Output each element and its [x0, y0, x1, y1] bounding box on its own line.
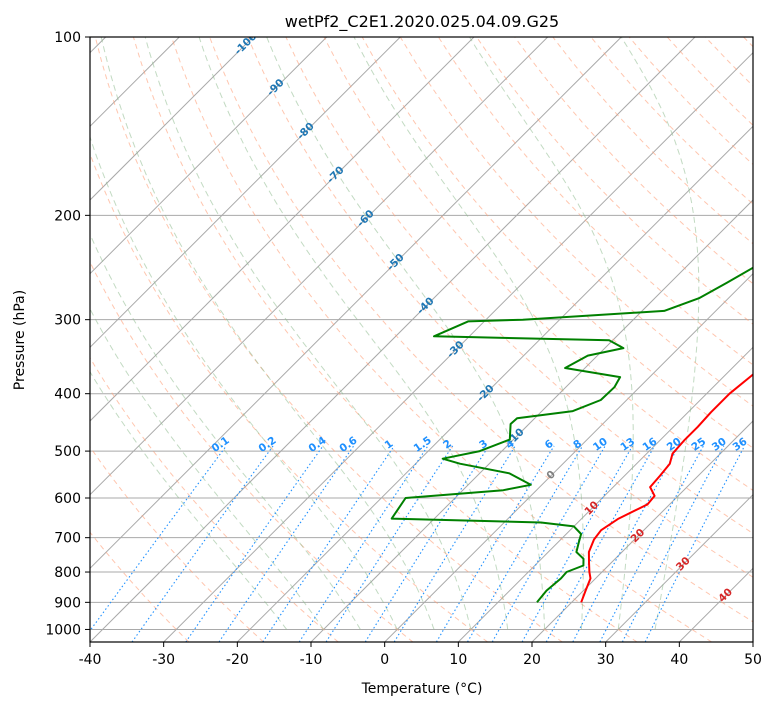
mixing-ratio-line [131, 445, 274, 642]
dry-adiabat [514, 37, 753, 285]
x-tick-label: 30 [597, 652, 615, 668]
dewpoint-profile [390, 266, 753, 603]
y-tick-label: 800 [54, 565, 81, 581]
moist-adiabat [469, 37, 634, 630]
isotherm-line [163, 51, 753, 642]
mixing-ratio-line [644, 445, 746, 642]
chart-title: wetPf2_C2E1.2020.025.04.09.G25 [285, 12, 559, 32]
mixing-ratio-line [262, 445, 395, 642]
y-tick-label: 500 [54, 444, 81, 460]
isotherm-line [90, 37, 696, 642]
y-tick-label: 400 [54, 387, 81, 403]
y-tick-label: 100 [54, 30, 81, 46]
temperature-profile [580, 373, 753, 603]
dry-adiabat [90, 531, 190, 642]
dry-adiabat [247, 37, 753, 578]
x-tick-label: 50 [744, 652, 762, 668]
x-tick-label: -10 [300, 652, 323, 668]
moist-adiabat [90, 308, 324, 630]
mixing-ratio-line [364, 445, 490, 642]
isotherm-line [90, 37, 328, 275]
isotherm-line [90, 37, 549, 496]
y-tick-label: 600 [54, 491, 81, 507]
moist-adiabat [90, 370, 288, 630]
dry-adiabat [90, 446, 264, 642]
isotherm-line [384, 272, 753, 642]
isotherm-line [531, 420, 753, 642]
moist-adiabat [144, 37, 472, 630]
moist-adiabat [90, 232, 361, 630]
isotherm-line [457, 346, 753, 642]
y-tick-label: 300 [54, 313, 81, 329]
x-axis-label: Temperature (°C) [361, 681, 483, 697]
dry-adiabat [132, 37, 638, 642]
mixing-ratio-line [545, 445, 656, 642]
mixing-ratio-line [621, 445, 725, 642]
isotherm-line [90, 37, 401, 349]
x-tick-label: -30 [152, 652, 175, 668]
dry-adiabat [171, 37, 712, 642]
x-tick-label: 40 [670, 652, 688, 668]
moist-adiabat [90, 135, 398, 630]
dry-adiabat [399, 37, 753, 407]
y-tick-label: 1000 [45, 622, 81, 638]
profile-lines [390, 266, 753, 603]
mixing-ratio-line [325, 445, 454, 642]
dry-adiabat [90, 356, 339, 642]
x-tick-label: 0 [380, 652, 389, 668]
x-axis-ticks: -40 -30 -20 -10 0 10 20 30 40 50 [79, 642, 762, 668]
plot-area [90, 37, 753, 642]
moist-adiabat [620, 37, 700, 630]
background-lines [90, 37, 753, 642]
dry-adiabat [94, 37, 563, 642]
mixing-ratio-line [298, 445, 429, 642]
isotherm-line [90, 37, 622, 570]
plot-frame [89, 36, 754, 643]
dry-adiabat [90, 260, 414, 642]
x-tick-label: -20 [226, 652, 249, 668]
dry-adiabat [90, 152, 488, 642]
dry-adiabat [361, 37, 753, 449]
moist-adiabat [198, 37, 509, 630]
y-tick-label: 200 [54, 208, 81, 224]
isotherm-line [752, 641, 753, 642]
x-tick-label: -40 [79, 652, 102, 668]
y-tick-label: 900 [54, 595, 81, 611]
x-tick-label: 10 [449, 652, 467, 668]
mixing-ratio-line [521, 445, 633, 642]
x-tick-label: 20 [523, 652, 541, 668]
dry-adiabat [209, 37, 753, 623]
moist-adiabat [266, 37, 546, 630]
moist-adiabat [353, 37, 584, 630]
isotherm-line [90, 37, 254, 201]
mixing-ratio-line [185, 445, 324, 642]
y-tick-label: 700 [54, 531, 81, 547]
mixing-ratio-line [467, 445, 584, 642]
isotherm-line [90, 37, 475, 422]
y-axis-label: Pressure (hPa) [12, 290, 28, 390]
mixing-ratio-line [218, 445, 355, 642]
moist-adiabat [100, 37, 435, 630]
mixing-ratio-line [435, 445, 555, 642]
y-axis-ticks: 100 200 300 400 500 600 700 800 900 1000 [45, 30, 90, 638]
isotherm-line [605, 493, 753, 642]
